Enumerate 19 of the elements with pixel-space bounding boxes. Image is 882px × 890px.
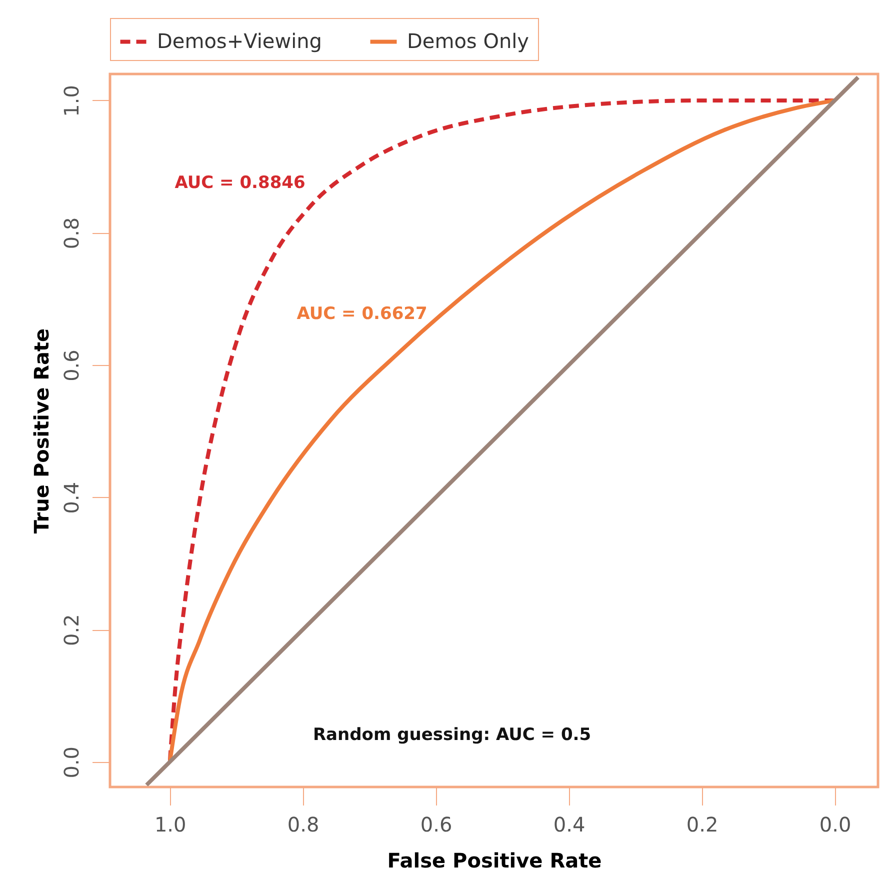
x-tick-label: 0.6 — [420, 812, 452, 836]
x-tick-label: 0.8 — [287, 812, 320, 836]
x-tick-label: 0.4 — [553, 812, 586, 836]
x-tick-label: 0.2 — [686, 812, 718, 836]
y-tick-label: 0.0 — [60, 746, 84, 778]
annotation: Random guessing: AUC = 0.5 — [312, 725, 592, 745]
x-tick-label: 1.0 — [154, 812, 186, 836]
annotation: AUC = 0.8846 — [174, 173, 306, 193]
y-axis-title: True Positive Rate — [30, 328, 54, 534]
y-tick-label: 0.4 — [60, 482, 84, 514]
annotation: AUC = 0.6627 — [296, 304, 428, 324]
y-tick-label: 0.8 — [60, 217, 84, 250]
x-axis-title: False Positive Rate — [387, 848, 602, 872]
legend-label: Demos+Viewing — [157, 28, 322, 53]
x-tick-label: 0.0 — [819, 812, 852, 836]
legend-label: Demos Only — [407, 28, 530, 53]
y-tick-label: 0.2 — [60, 614, 84, 646]
y-tick-label: 1.0 — [60, 85, 84, 117]
y-tick-label: 0.6 — [60, 350, 84, 382]
